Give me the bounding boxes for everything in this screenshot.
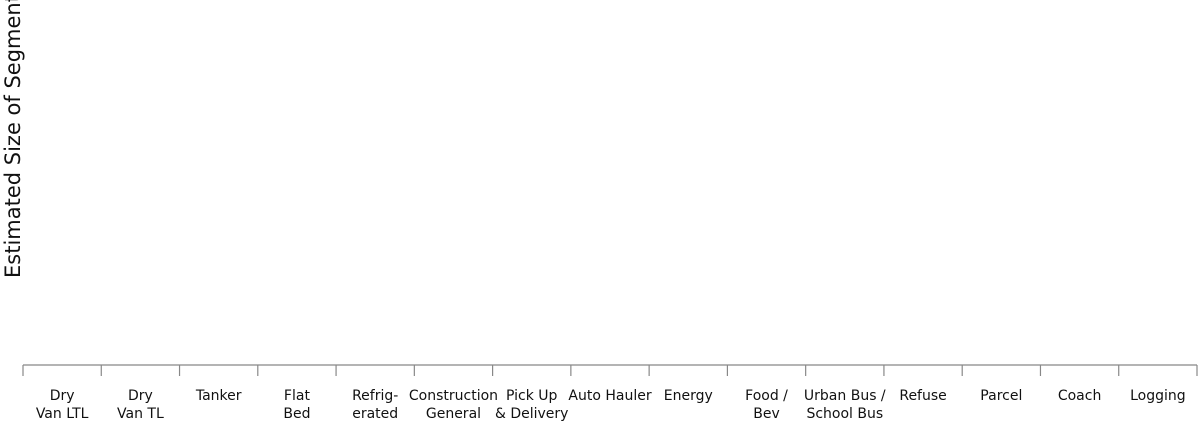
x-tick-label: Coach	[1058, 388, 1102, 404]
x-tick-label: Flat	[284, 388, 311, 404]
x-tick-label: Refrig-	[352, 388, 398, 404]
x-tick-label: Urban Bus /	[804, 388, 886, 404]
x-tick-label: Tanker	[195, 388, 242, 404]
x-tick-label: Auto Hauler	[568, 388, 651, 404]
x-tick-label: Refuse	[899, 388, 946, 404]
x-tick-label: Dry	[128, 388, 153, 404]
x-tick-label: Van LTL	[36, 406, 89, 422]
x-tick-label: erated	[352, 406, 398, 422]
x-tick-label: Bev	[753, 406, 780, 422]
x-tick-label: Pick Up	[506, 388, 558, 404]
x-tick-label: Food /	[745, 388, 788, 404]
x-tick-label: Construction	[409, 388, 498, 404]
y-axis-label: Estimated Size of Segment	[1, 0, 25, 278]
x-tick-label: Energy	[664, 388, 713, 404]
x-tick-label: Logging	[1130, 388, 1186, 404]
x-tick-label: & Delivery	[495, 406, 568, 422]
x-tick-label: Parcel	[980, 388, 1022, 404]
x-tick-label: General	[426, 406, 481, 422]
x-tick-label: Bed	[283, 406, 310, 422]
x-tick-label: Van TL	[117, 406, 164, 422]
x-tick-label: School Bus	[806, 406, 883, 422]
x-tick-label: Dry	[50, 388, 75, 404]
